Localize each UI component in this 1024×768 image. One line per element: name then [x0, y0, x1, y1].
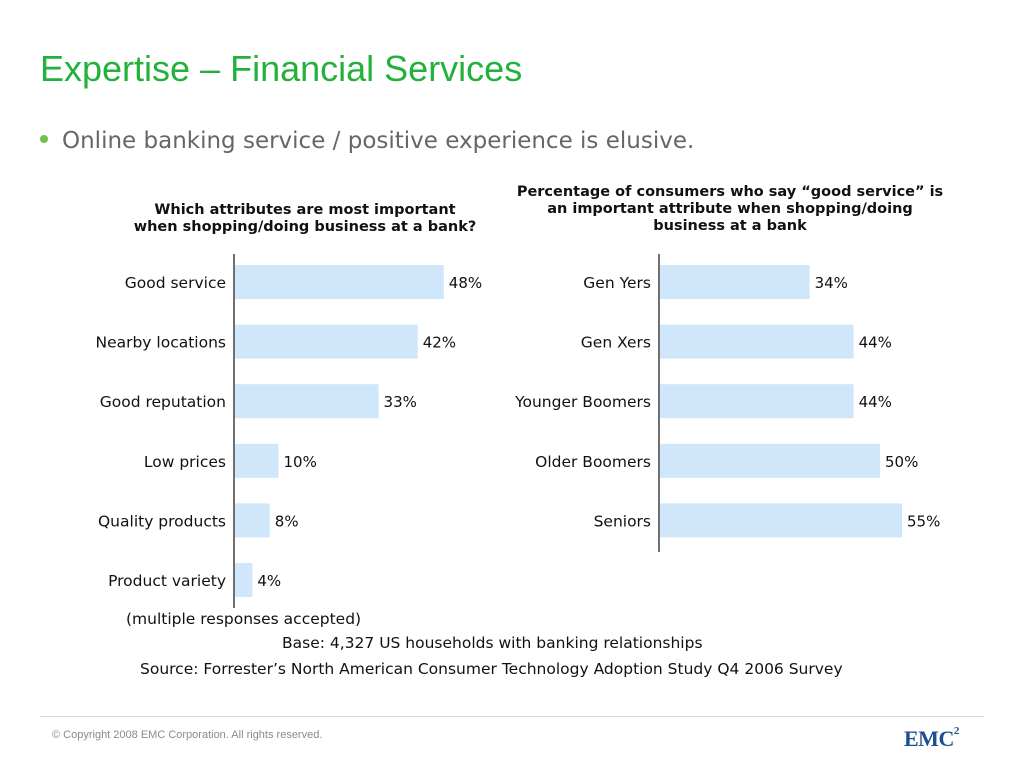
- right-category-label-3: Older Boomers: [535, 453, 651, 471]
- left-value-label-5: 4%: [257, 572, 281, 590]
- left-bar-2: [235, 384, 379, 419]
- right-category-label-2: Younger Boomers: [514, 393, 651, 411]
- left-value-label-1: 42%: [423, 334, 456, 352]
- left-value-label-3: 10%: [284, 453, 317, 471]
- left-category-label-1: Nearby locations: [95, 334, 226, 352]
- right-category-label-0: Gen Yers: [583, 274, 651, 292]
- left-category-label-3: Low prices: [144, 453, 226, 471]
- slide-title: Expertise – Financial Services: [40, 48, 523, 89]
- left-value-label-0: 48%: [449, 274, 482, 292]
- bullet-text: Online banking service / positive experi…: [62, 128, 695, 154]
- right-bar-1: [660, 324, 854, 359]
- left-category-label-2: Good reputation: [100, 393, 226, 411]
- left-value-label-2: 33%: [384, 393, 417, 411]
- bullet-dot-icon: [40, 134, 48, 143]
- source-note: Source: Forrester’s North American Consu…: [140, 660, 843, 678]
- logo-superscript: 2: [953, 724, 960, 737]
- right-bar-3: [660, 443, 880, 478]
- left-category-label-0: Good service: [125, 274, 226, 292]
- right-bar-0: [660, 265, 810, 299]
- multiple-responses-note: (multiple responses accepted): [126, 610, 362, 628]
- right-category-label-1: Gen Xers: [581, 334, 651, 352]
- right-value-label-3: 50%: [885, 453, 918, 471]
- right-bar-4: [660, 503, 902, 538]
- emc-logo: EMC2: [904, 724, 960, 752]
- left-bar-1: [235, 324, 418, 359]
- left-category-label-4: Quality products: [98, 512, 226, 530]
- right-bar-2: [660, 384, 854, 419]
- logo-text: EMC: [904, 726, 954, 751]
- right-value-label-0: 34%: [815, 274, 848, 292]
- left-bar-5: [235, 563, 253, 597]
- right-category-label-4: Seniors: [594, 512, 651, 530]
- left-value-label-4: 8%: [275, 512, 299, 530]
- base-note: Base: 4,327 US households with banking r…: [282, 634, 703, 652]
- bullet-point: Online banking service / positive experi…: [40, 128, 694, 154]
- left-category-label-5: Product variety: [108, 572, 226, 590]
- right-value-label-1: 44%: [859, 334, 892, 352]
- right-value-label-2: 44%: [859, 393, 892, 411]
- left-bar-3: [235, 443, 279, 478]
- left-bar-4: [235, 503, 270, 538]
- left-bar-0: [235, 265, 444, 299]
- right-chart-title: Percentage of consumers who say “good se…: [516, 184, 944, 234]
- footer-divider: [40, 716, 984, 717]
- left-chart-title: Which attributes are most important when…: [133, 202, 477, 235]
- copyright-text: © Copyright 2008 EMC Corporation. All ri…: [52, 729, 323, 741]
- right-value-label-4: 55%: [907, 512, 940, 530]
